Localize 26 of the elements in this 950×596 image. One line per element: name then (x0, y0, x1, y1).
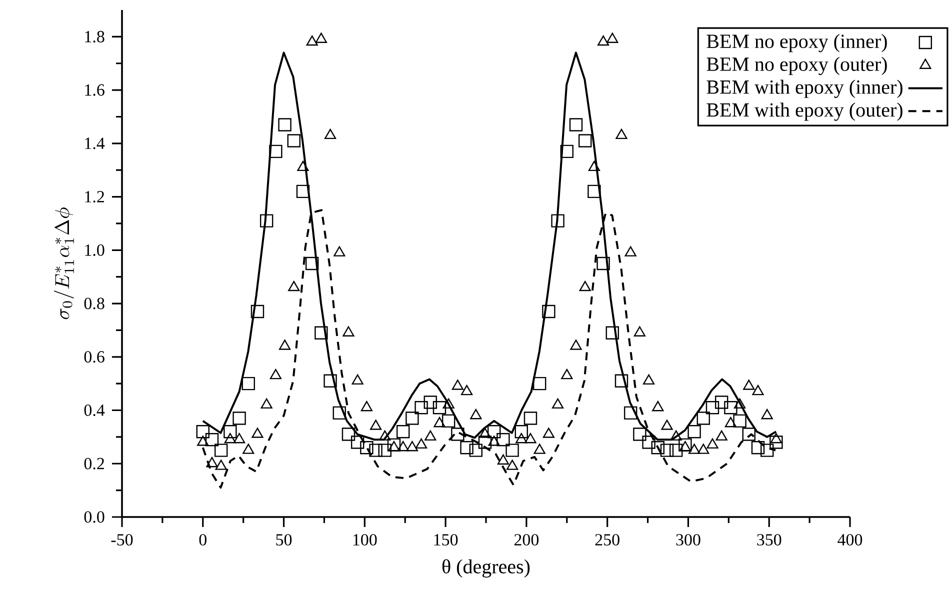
y-tick-label: 0.8 (84, 298, 104, 310)
legend-label: BEM no epoxy (inner) (706, 34, 887, 52)
x-tick-label: 100 (353, 534, 377, 546)
x-tick-label: -50 (111, 534, 133, 546)
legend-label: BEM with epoxy (outer) (706, 102, 902, 121)
x-tick-label: 150 (434, 534, 458, 546)
y-tick-label: 1.8 (85, 30, 104, 42)
y-tick-label: 1.0 (85, 244, 104, 256)
x-tick-label: 250 (595, 534, 620, 546)
y-tick-label: 0.4 (84, 404, 105, 416)
legend-label: BEM no epoxy (outer) (706, 56, 887, 76)
y-tick-label: 0.0 (84, 511, 104, 523)
y-tick-label: 1.2 (85, 191, 104, 203)
y-tick-label: 1.6 (85, 84, 104, 96)
x-tick-label: 400 (838, 534, 862, 546)
x-tick-label: 50 (276, 534, 292, 546)
y-tick-label: 0.2 (84, 458, 104, 470)
x-tick-label: 200 (514, 534, 539, 546)
y-tick-label: 1.4 (85, 138, 105, 150)
legend-label: BEM with epoxy (inner) (706, 80, 902, 98)
y-axis-title: $\sigma_0 / E^{*}_{11}\alpha^{*}_{1}\Delta\phi$ (54, 208, 74, 320)
x-tick-label: 350 (757, 534, 782, 546)
x-tick-label: 300 (676, 534, 700, 546)
x-axis-title: θ (degrees) (442, 559, 530, 578)
y-tick-label: 0.6 (84, 351, 104, 363)
x-tick-label: 0 (199, 534, 206, 546)
